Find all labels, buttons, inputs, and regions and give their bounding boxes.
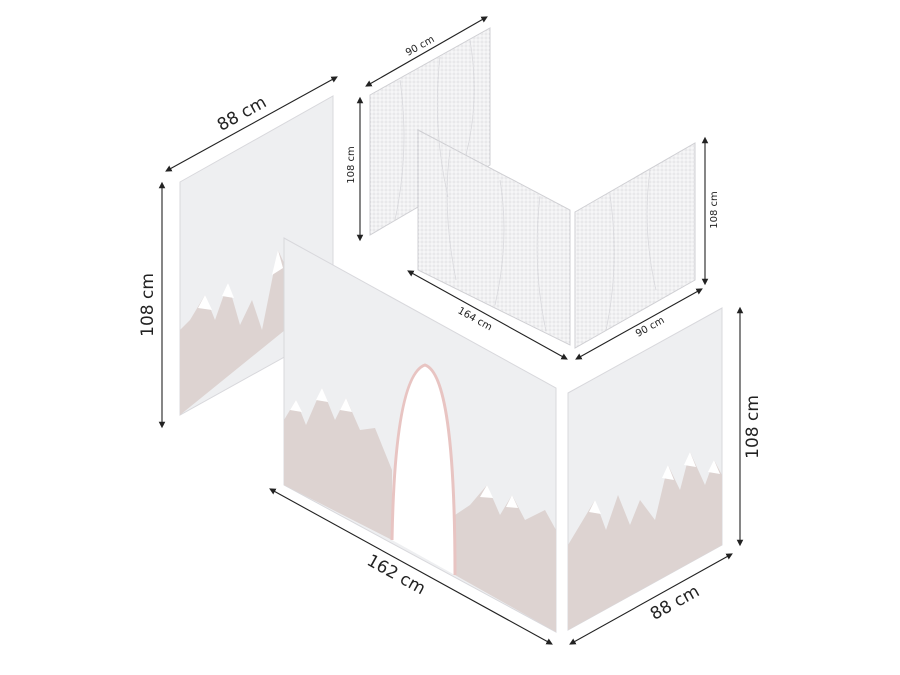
right-panel (567, 307, 723, 631)
dimension-label: 90 cm (634, 315, 667, 340)
dimension-label: 88 cm (647, 581, 703, 624)
dimension-lines (158, 16, 744, 645)
dimension-label: 164 cm (456, 306, 494, 334)
dimension-label: 108 cm (346, 146, 357, 184)
dimension-label: 108 cm (743, 395, 763, 459)
dimension-label: 108 cm (138, 273, 158, 337)
net-panels (369, 27, 696, 349)
dimension-label: 108 cm (709, 191, 720, 229)
